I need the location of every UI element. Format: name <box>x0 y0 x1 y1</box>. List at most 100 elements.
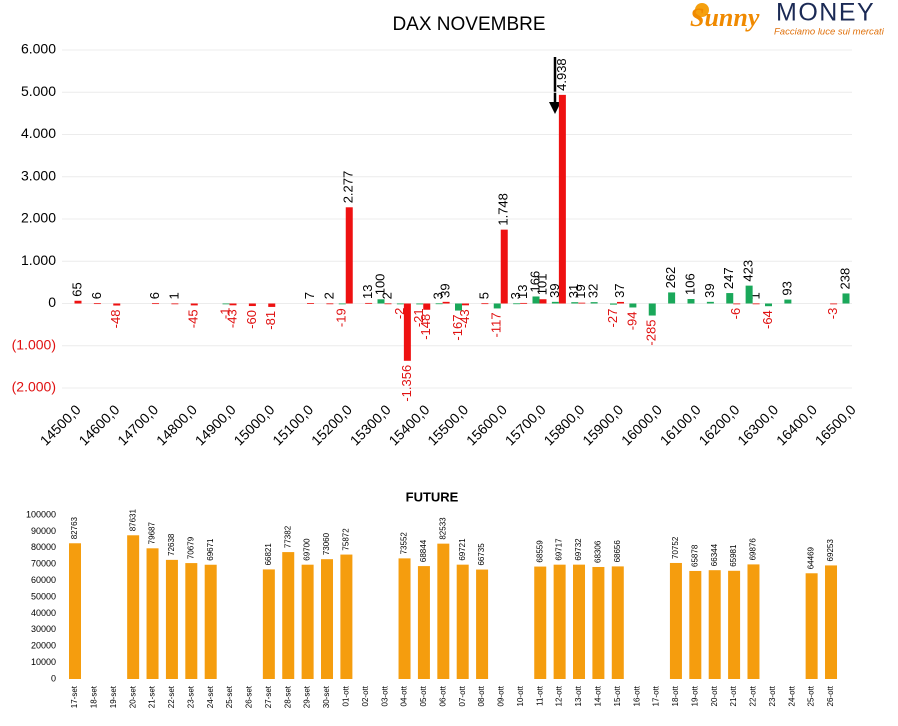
data-label: 64469 <box>807 546 816 569</box>
x-tick-label: 20-ott <box>710 685 719 706</box>
data-label: 72638 <box>167 533 176 556</box>
bar <box>377 299 385 304</box>
y-tick-label: 70000 <box>31 559 56 569</box>
bar <box>805 573 818 679</box>
x-tick-label: 24-set <box>206 685 215 708</box>
data-label: 31 <box>566 284 581 298</box>
y-tick-label: 100000 <box>26 509 56 519</box>
bar <box>423 303 431 310</box>
data-label: -2 <box>392 308 407 320</box>
bar <box>146 548 159 679</box>
bar <box>534 566 547 679</box>
y-tick-label: 60000 <box>31 575 56 585</box>
bar <box>435 303 443 305</box>
data-label: 1 <box>748 292 763 299</box>
data-label: 39 <box>547 283 562 297</box>
bar <box>222 303 230 305</box>
annotation-arrow <box>549 57 561 114</box>
data-label: 1 <box>166 292 181 299</box>
bar <box>752 303 760 305</box>
bar <box>416 303 424 305</box>
data-label: 79687 <box>148 522 157 545</box>
x-tick-label: 14800,0 <box>153 401 200 448</box>
data-label: 13 <box>360 284 375 298</box>
logo-name: MONEY <box>776 0 875 27</box>
x-tick-label: 11-ott <box>535 685 544 706</box>
bar <box>338 303 346 305</box>
bar <box>553 564 566 679</box>
data-label: 3 <box>508 292 523 299</box>
bar <box>571 302 579 304</box>
data-label: 66344 <box>710 543 719 566</box>
bar <box>396 303 404 305</box>
data-label: 2 <box>321 292 336 299</box>
y-tick-label: 20000 <box>31 641 56 651</box>
bar <box>493 303 501 309</box>
bar <box>520 302 528 304</box>
data-label: 423 <box>741 260 756 282</box>
bar <box>532 296 540 304</box>
chart-title: FUTURE <box>406 489 459 504</box>
y-tick-label: 30000 <box>31 624 56 634</box>
y-tick-label: 40000 <box>31 608 56 618</box>
bar <box>842 293 850 304</box>
x-tick-label: 16400,0 <box>773 401 820 448</box>
data-label: 66821 <box>264 543 273 566</box>
data-label: 69876 <box>749 538 758 561</box>
y-tick-label: 80000 <box>31 542 56 552</box>
data-label: 2 <box>379 292 394 299</box>
chart-title: DAX NOVEMBRE <box>392 14 545 35</box>
data-label: -43 <box>457 309 472 328</box>
x-tick-label: 16000,0 <box>618 401 665 448</box>
data-label: 32 <box>586 284 601 298</box>
bar <box>726 293 734 304</box>
bar <box>578 302 586 304</box>
data-label: 77382 <box>283 525 292 548</box>
data-label: -6 <box>728 308 743 320</box>
logo-brand: Sunny <box>690 3 760 32</box>
bar <box>74 300 82 304</box>
x-tick-label: 07-ott <box>458 685 467 706</box>
x-tick-label: 16500,0 <box>812 401 859 448</box>
y-tick-label: 5.000 <box>21 83 56 99</box>
bar <box>384 303 392 305</box>
x-tick-label: 20-set <box>128 685 137 708</box>
bar <box>592 566 605 679</box>
y-tick-label: 2.000 <box>21 210 56 226</box>
data-label: -21 <box>411 308 426 327</box>
bar <box>262 569 275 679</box>
x-tick-label: 17-set <box>70 685 79 708</box>
x-tick-label: 21-set <box>148 685 157 708</box>
x-tick-label: 16200,0 <box>695 401 742 448</box>
bar <box>590 302 598 304</box>
x-tick-label: 01-ott <box>341 685 350 706</box>
bar <box>442 301 450 304</box>
bar <box>171 303 179 305</box>
data-label: 69732 <box>574 538 583 561</box>
x-tick-label: 10-ott <box>516 685 525 706</box>
bar <box>648 303 656 316</box>
data-label: 39 <box>702 283 717 297</box>
y-tick-label: (1.000) <box>12 336 56 352</box>
bar <box>513 303 521 305</box>
logo-tagline: Facciamo luce sui mercati <box>774 27 885 38</box>
x-tick-label: 14500,0 <box>37 401 84 448</box>
bar <box>345 207 353 304</box>
x-tick-label: 05-ott <box>419 685 428 706</box>
y-tick-label: 10000 <box>31 657 56 667</box>
bar <box>689 570 702 679</box>
x-tick-label: 26-ott <box>826 685 835 706</box>
bar <box>706 301 714 304</box>
data-label: 101 <box>534 274 549 296</box>
bar <box>573 564 586 679</box>
x-tick-label: 15800,0 <box>540 401 587 448</box>
bar <box>456 564 469 679</box>
bar <box>539 299 547 304</box>
bar <box>747 564 760 679</box>
bar <box>728 570 741 679</box>
bar <box>481 303 489 305</box>
bar <box>687 299 695 304</box>
bar <box>784 299 792 304</box>
data-label: -3 <box>825 308 840 320</box>
